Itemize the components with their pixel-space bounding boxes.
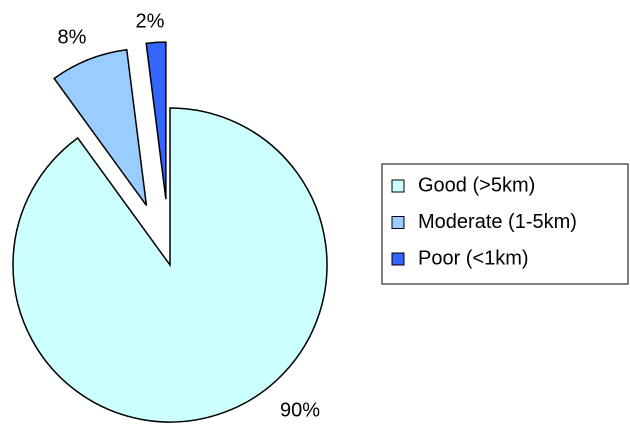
pie-slice [12,107,328,423]
data-label: 90% [280,399,320,421]
legend-swatch [391,252,405,266]
legend-swatch [391,216,405,229]
legend-box [381,163,629,285]
pie-slice [145,41,167,200]
pie-slice [53,48,148,206]
legend-label: Good (>5km) [418,174,535,196]
legend-label: Moderate (1-5km) [418,211,577,233]
data-label: 8% [58,26,87,48]
legend-label: Poor (<1km) [418,247,529,269]
legend-swatch [391,179,405,193]
data-label: 2% [136,10,165,32]
